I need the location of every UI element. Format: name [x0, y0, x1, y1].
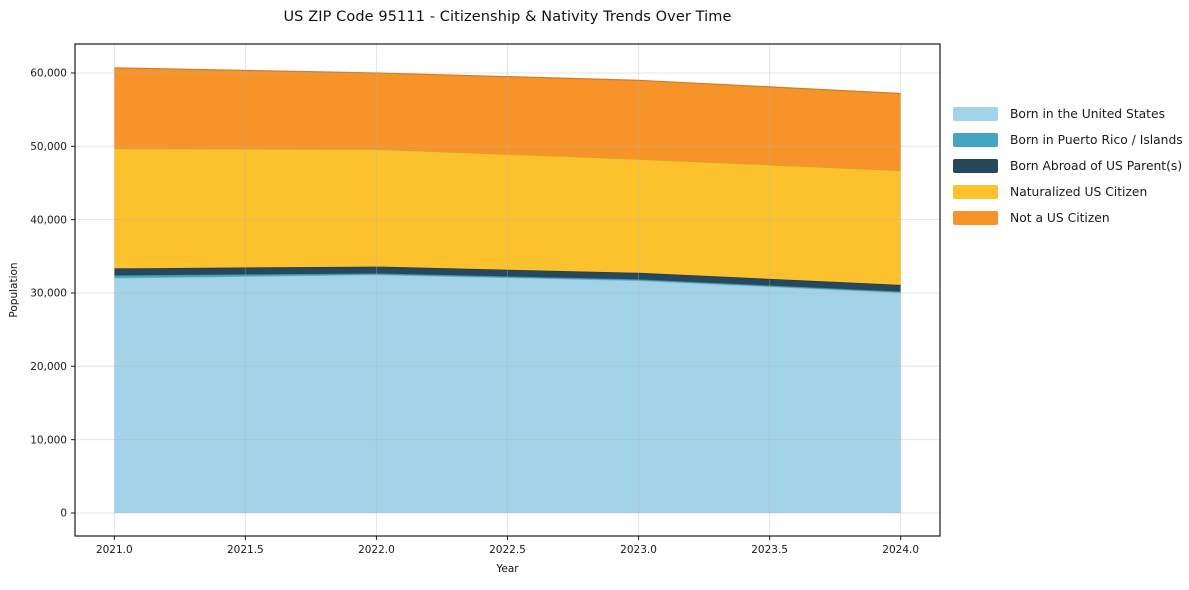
x-axis-label: Year — [496, 563, 519, 575]
y-tick-label: 40,000 — [30, 214, 67, 226]
area-series-4 — [114, 67, 901, 171]
legend-item: Born Abroad of US Parent(s) — [953, 153, 1183, 179]
legend-swatch — [953, 107, 998, 121]
x-tick-label: 2021.5 — [227, 544, 264, 556]
x-tick-label: 2024.0 — [882, 544, 919, 556]
area-series-2 — [114, 266, 901, 292]
y-tick-label: 20,000 — [30, 361, 67, 373]
legend-swatch — [953, 159, 998, 173]
y-tick-label: 0 — [60, 508, 67, 520]
x-tick-label: 2022.5 — [489, 544, 526, 556]
x-tick-label: 2023.5 — [751, 544, 788, 556]
area-edge-4 — [114, 67, 901, 95]
y-tick-label: 60,000 — [30, 68, 67, 80]
area-series-3 — [114, 148, 901, 285]
chart-title: US ZIP Code 95111 - Citizenship & Nativi… — [283, 9, 732, 25]
x-tick-label: 2022.0 — [358, 544, 395, 556]
x-tick-label: 2021.0 — [96, 544, 133, 556]
legend-swatch — [953, 211, 998, 225]
legend-item: Born in Puerto Rico / Islands — [953, 127, 1183, 153]
y-tick-label: 30,000 — [30, 288, 67, 300]
y-tick-label: 10,000 — [30, 434, 67, 446]
y-axis-label: Population — [8, 262, 20, 318]
legend-swatch — [953, 185, 998, 199]
area-series-0 — [114, 274, 901, 513]
legend-label: Naturalized US Citizen — [1010, 185, 1148, 199]
legend-label: Born Abroad of US Parent(s) — [1010, 159, 1183, 173]
legend-swatch — [953, 133, 998, 147]
legend-item: Naturalized US Citizen — [953, 179, 1183, 205]
y-tick-label: 50,000 — [30, 141, 67, 153]
legend-item: Born in the United States — [953, 101, 1183, 127]
legend-label: Not a US Citizen — [1010, 211, 1110, 225]
legend: Born in the United States Born in Puerto … — [953, 101, 1183, 231]
legend-label: Born in the United States — [1010, 107, 1165, 121]
legend-label: Born in Puerto Rico / Islands — [1010, 133, 1183, 147]
legend-item: Not a US Citizen — [953, 205, 1183, 231]
x-tick-label: 2023.0 — [620, 544, 657, 556]
